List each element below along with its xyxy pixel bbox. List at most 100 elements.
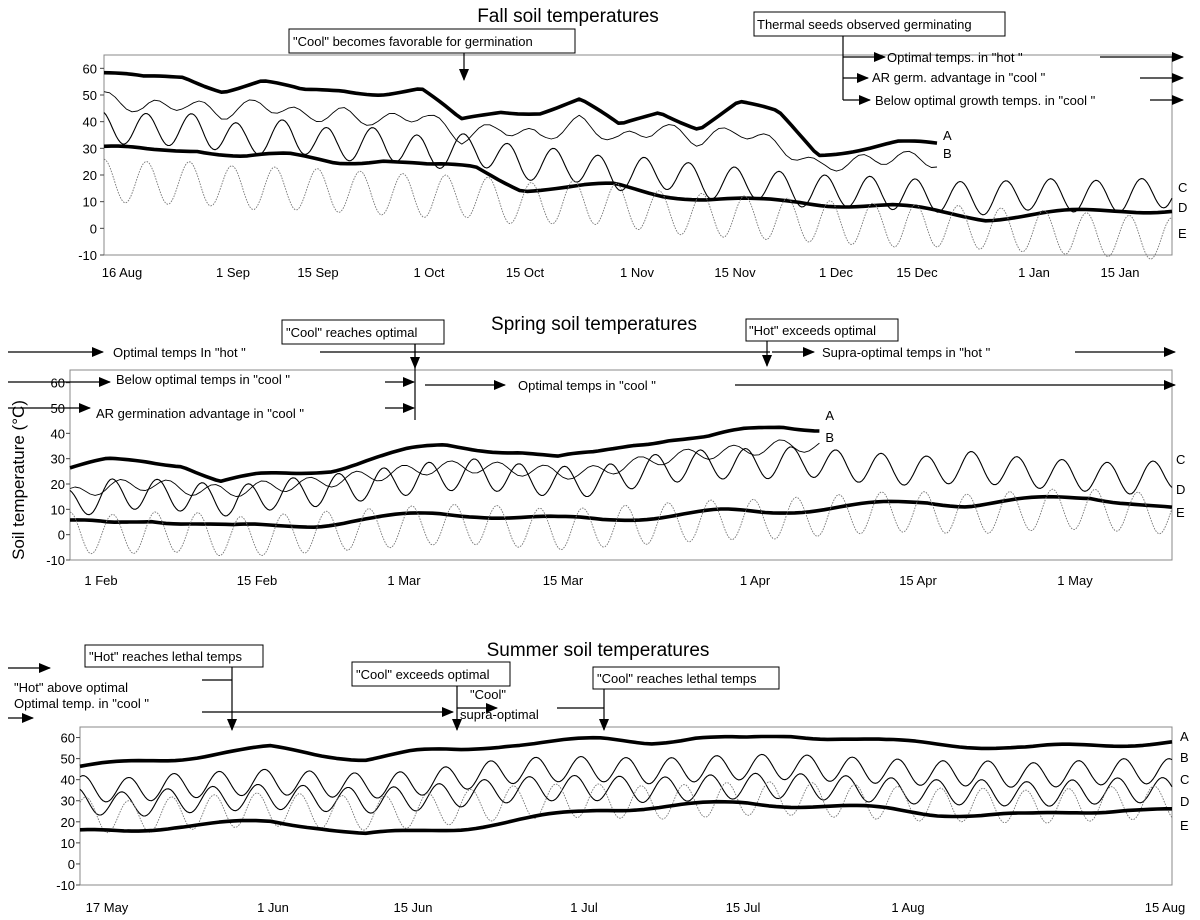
spring-plot-area xyxy=(69,369,1173,561)
spring-xtick-label: 1 Mar xyxy=(387,573,421,588)
summer-ytick-label: 10 xyxy=(61,836,75,851)
fall-ytick-label: 40 xyxy=(83,115,97,130)
spring-series-c xyxy=(69,446,1173,517)
summer-annot-cool-exceeds: "Cool" exceeds optimal xyxy=(356,667,490,682)
spring-series-label-d: D xyxy=(1176,482,1185,497)
y-axis-label: Soil temperature (°C) xyxy=(9,400,28,560)
summer-xtick-label: 1 Jul xyxy=(570,900,598,915)
spring-ytick-label: 30 xyxy=(51,452,65,467)
spring-xtick-label: 1 May xyxy=(1057,573,1093,588)
fall-annot-ar-advantage: AR germ. advantage in "cool " xyxy=(872,70,1046,85)
fall-series-label-d: D xyxy=(1178,200,1187,215)
fall-series-c xyxy=(103,112,1173,216)
fall-xtick-label: 1 Dec xyxy=(819,265,853,280)
summer-ytick-label: 60 xyxy=(61,731,75,746)
spring-annot-ar-advantage: AR germination advantage in "cool " xyxy=(96,406,304,421)
spring-xtick-label: 15 Apr xyxy=(899,573,937,588)
spring-annot-supra-hot: Supra-optimal temps in "hot " xyxy=(822,345,991,360)
fall-x-ticks: 16 Aug 1 Sep 15 Sep 1 Oct 15 Oct 1 Nov 15 Nov 1… xyxy=(102,265,1140,280)
fall-annot-thermal-seeds: Thermal seeds observed germinating xyxy=(757,17,972,32)
spring-series-e xyxy=(69,488,1173,556)
spring-series-label-c: C xyxy=(1176,452,1185,467)
spring-ytick-label: 60 xyxy=(51,376,65,391)
summer-annot-cool-supra-2: supra-optimal xyxy=(460,707,539,722)
summer-title: Summer soil temperatures xyxy=(487,640,710,661)
fall-ytick-label: -10 xyxy=(78,248,97,263)
fall-ytick-label: 30 xyxy=(83,141,97,156)
spring-series-a xyxy=(69,425,820,484)
fall-xtick-label: 15 Sep xyxy=(297,265,338,280)
spring-panel: Spring soil temperatures 6050403020100-1… xyxy=(8,314,1185,588)
summer-xtick-label: 15 Aug xyxy=(1145,900,1186,915)
spring-annot-optimal-hot: Optimal temps In "hot " xyxy=(113,345,246,360)
summer-annot-cool-lethal: "Cool" reaches lethal temps xyxy=(597,671,757,686)
summer-annot-hot-lethal: "Hot" reaches lethal temps xyxy=(89,649,243,664)
spring-series-labels: AB CDE xyxy=(825,408,1185,520)
summer-series-label-a: A xyxy=(1180,729,1189,744)
fall-plot-area xyxy=(103,54,1173,256)
summer-ytick-label: -10 xyxy=(56,878,75,893)
summer-x-ticks: 17 May 1 Jun 15 Jun 1 Jul 15 Jul 1 Aug 15 Aug xyxy=(86,900,1186,915)
summer-annot-box-cool-lethal xyxy=(592,666,780,690)
spring-ytick-label: 0 xyxy=(58,528,65,543)
spring-series xyxy=(69,425,1173,556)
fall-series-e xyxy=(103,158,1173,260)
fall-xtick-label: 1 Jan xyxy=(1018,265,1050,280)
summer-series-a xyxy=(79,734,1173,769)
fall-y-ticks: 60 50 40 30 20 10 0 -10 xyxy=(78,61,104,263)
spring-xtick-label: 15 Mar xyxy=(543,573,584,588)
fall-ytick-label: 60 xyxy=(83,61,97,76)
fall-series-label-a: A xyxy=(943,128,952,143)
summer-series-label-d: D xyxy=(1180,794,1189,809)
spring-x-ticks: 1 Feb 15 Feb 1 Mar 15 Mar 1 Apr 15 Apr 1 May xyxy=(84,573,1093,588)
summer-xtick-label: 1 Aug xyxy=(891,900,924,915)
fall-xtick-label: 15 Dec xyxy=(896,265,938,280)
fall-series xyxy=(103,70,1173,260)
fall-xtick-label: 16 Aug xyxy=(102,265,143,280)
fall-xtick-label: 1 Nov xyxy=(620,265,654,280)
summer-xtick-label: 17 May xyxy=(86,900,129,915)
fall-series-labels: AB CDE xyxy=(943,128,1187,241)
fall-annot-below-optimal: Below optimal growth temps. in "cool " xyxy=(875,93,1096,108)
summer-annot-cool-supra-1: "Cool" xyxy=(470,687,506,702)
summer-series-label-b: B xyxy=(1180,750,1189,765)
spring-series-d xyxy=(69,494,1173,530)
fall-series-a xyxy=(103,70,938,158)
fall-xtick-label: 15 Jan xyxy=(1100,265,1139,280)
spring-annot-below-optimal: Below optimal temps in "cool " xyxy=(116,372,290,387)
spring-xtick-label: 15 Feb xyxy=(237,573,277,588)
spring-series-label-a: A xyxy=(825,408,834,423)
summer-annot-hot-above: "Hot" above optimal xyxy=(14,680,128,695)
fall-annot-box-thermal-seeds xyxy=(753,11,1006,37)
summer-xtick-label: 15 Jul xyxy=(726,900,761,915)
spring-annot-hot-exceeds: "Hot" exceeds optimal xyxy=(749,323,876,338)
summer-plot-area xyxy=(79,726,1173,886)
spring-series-label-e: E xyxy=(1176,505,1185,520)
fall-xtick-label: 15 Nov xyxy=(714,265,756,280)
summer-series-d xyxy=(79,781,1173,834)
summer-xtick-label: 15 Jun xyxy=(393,900,432,915)
fall-ytick-label: 0 xyxy=(90,221,97,236)
summer-annot-optimal-cool: Optimal temp. in "cool " xyxy=(14,696,149,711)
summer-series xyxy=(79,734,1173,836)
fall-title: Fall soil temperatures xyxy=(477,6,659,27)
fall-annot-box-cool-favorable xyxy=(288,28,576,54)
fall-annot-optimal-hot: Optimal temps. in "hot " xyxy=(887,50,1023,65)
summer-ytick-label: 30 xyxy=(61,794,75,809)
fall-ytick-label: 20 xyxy=(83,168,97,183)
summer-ytick-label: 50 xyxy=(61,752,75,767)
summer-xtick-label: 1 Jun xyxy=(257,900,289,915)
fall-ytick-label: 10 xyxy=(83,195,97,210)
spring-ytick-label: 40 xyxy=(51,426,65,441)
fall-series-d xyxy=(103,144,1173,223)
spring-annot-box-hot-exceeds xyxy=(745,318,899,342)
summer-ytick-label: 40 xyxy=(61,773,75,788)
fall-xtick-label: 1 Sep xyxy=(216,265,250,280)
summer-series-b xyxy=(79,753,1173,803)
fall-xtick-label: 1 Oct xyxy=(413,265,444,280)
spring-title: Spring soil temperatures xyxy=(491,314,697,335)
spring-annot-cool-optimal: "Cool" reaches optimal xyxy=(286,325,417,340)
